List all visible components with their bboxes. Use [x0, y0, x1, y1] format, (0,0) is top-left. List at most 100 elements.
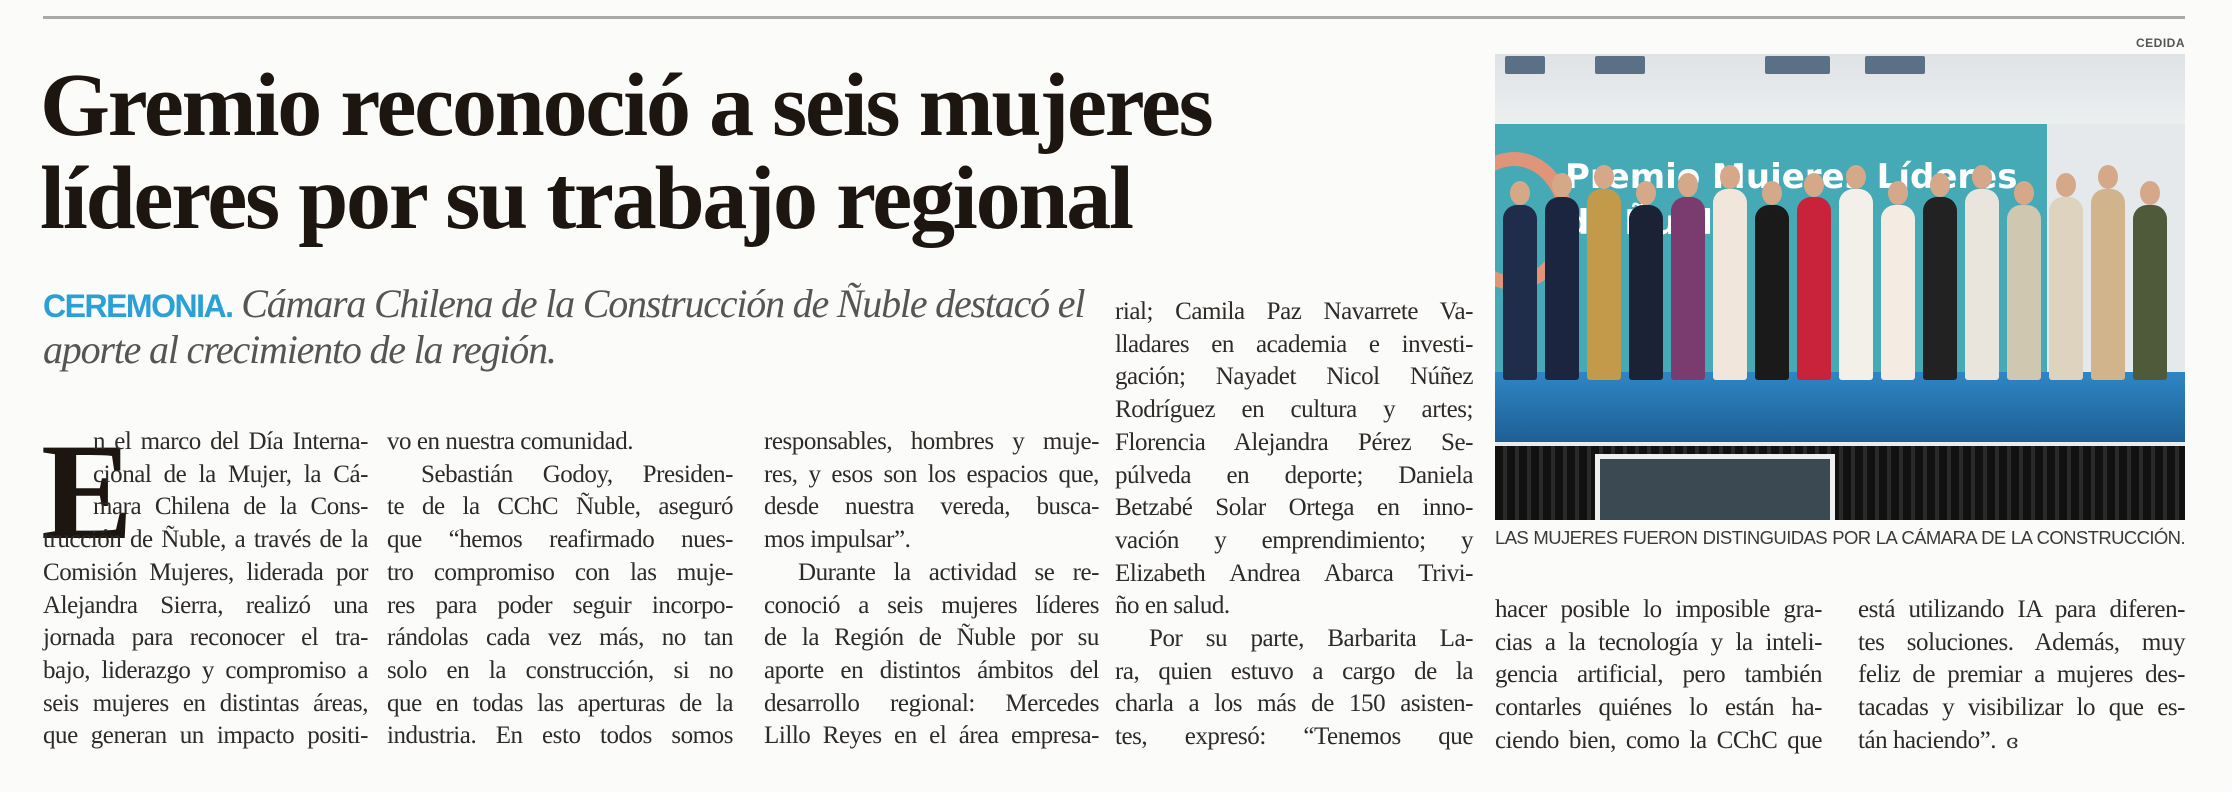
- body-line: Elizabeth Andrea Abarca Trivi-: [1115, 559, 1473, 587]
- body-column-4: rial; Camila Paz Navarrete Va-lladares e…: [1115, 296, 1473, 754]
- body-line: charla a los más de 150 asisten-: [1115, 690, 1473, 718]
- person-figure: [2049, 173, 2083, 380]
- stage-floor: [1495, 372, 2185, 442]
- body-line: hacer posible lo imposible gra-: [1495, 596, 1822, 623]
- person-figure: [1713, 165, 1747, 380]
- body-line: vación y emprendimiento; y: [1115, 526, 1473, 554]
- body-line: Comisión Mujeres, liderada por: [43, 558, 368, 586]
- body-column-1: n el marco del Día Interna-cional de la …: [43, 426, 368, 753]
- body-line: Por su parte, Barbarita La-: [1149, 625, 1473, 653]
- person-head: [2014, 181, 2034, 205]
- body-line: tacadas y visibilizar lo que es-: [1858, 694, 2185, 722]
- body-line: conoció a seis mujeres líderes: [764, 591, 1099, 619]
- body-line: vo en nuestra comunidad.: [387, 428, 634, 455]
- person-head: [2056, 173, 2076, 197]
- headline: Gremio reconoció a seis mujeres líderes …: [40, 56, 1214, 248]
- body-line: Sebastián Godoy, Presiden-: [421, 460, 733, 488]
- person-head: [1762, 181, 1782, 205]
- body-line: seis mujeres en distintas áreas,: [43, 689, 368, 717]
- body-line: gencia artificial, pero también: [1495, 661, 1822, 689]
- body-line: de la Región de Ñuble por su: [764, 624, 1099, 652]
- body-line: tes soluciones. Además, muy: [1858, 628, 2185, 656]
- body-line: trucción de Ñuble, a través de la: [43, 526, 368, 554]
- body-line: res para poder seguir incorpo-: [387, 591, 733, 619]
- body-line: lladares en academia e investi-: [1115, 330, 1473, 358]
- deck-text: Cámara Chilena de la Construcción de Ñub…: [43, 281, 1085, 372]
- person-figure: [1629, 181, 1663, 380]
- ceiling-light: [1595, 56, 1645, 74]
- body-line: está utilizando IA para diferen-: [1858, 596, 2185, 623]
- body-line: res, y esos son los espacios que,: [764, 460, 1099, 488]
- person-figure: [1797, 173, 1831, 380]
- drop-cap: E: [41, 415, 134, 568]
- body-line: mos impulsar”.: [764, 526, 911, 554]
- body-line: industria. En esto todos somos: [387, 722, 733, 750]
- person-head: [1846, 165, 1866, 189]
- photo-caption: LAS MUJERES FUERON DISTINGUIDAS POR LA C…: [1495, 527, 2186, 548]
- body-line: tro compromiso con las muje-: [387, 558, 733, 586]
- body-line: púlveda en deporte; Daniela: [1115, 461, 1473, 489]
- person-figure: [1923, 173, 1957, 380]
- body-line: Durante la actividad se re-: [798, 558, 1099, 586]
- person-head: [1510, 181, 1530, 205]
- body-line: aporte en distintos ámbitos del: [764, 656, 1099, 684]
- body-line: gación; Nayadet Nicol Núñez: [1115, 363, 1473, 391]
- body-line: tán haciendo”. ɞ: [1858, 726, 2018, 754]
- person-head: [1804, 173, 1824, 197]
- stage-screen: [1595, 454, 1835, 520]
- body-line: te de la CChC Ñuble, aseguró: [387, 493, 733, 521]
- person-head: [1888, 181, 1908, 205]
- body-line: rial; Camila Paz Navarrete Va-: [1115, 298, 1473, 325]
- body-column-3: responsables, hombres y muje-res, y esos…: [764, 426, 1099, 753]
- person-head: [2098, 165, 2118, 189]
- photo-ceiling: [1495, 54, 2185, 134]
- body-line: bajo, liderazgo y compromiso a: [43, 656, 368, 684]
- article-photo: Premio Mujeres Líderes de Ñuble: [1495, 54, 2185, 520]
- body-line: Rodríguez en cultura y artes;: [1115, 396, 1473, 424]
- body-line: feliz de premiar a mujeres des-: [1858, 661, 2185, 689]
- person-head: [1678, 173, 1698, 197]
- body-line: contarles quiénes lo están ha-: [1495, 694, 1822, 722]
- person-head: [1636, 181, 1656, 205]
- person-figure: [1965, 165, 1999, 380]
- person-head: [1552, 173, 1572, 197]
- person-figure: [1545, 173, 1579, 380]
- body-line: Betzabé Solar Ortega en inno-: [1115, 494, 1473, 522]
- person-figure: [2007, 181, 2041, 380]
- ceiling-light: [1505, 56, 1545, 74]
- body-line: desarrollo regional: Mercedes: [764, 689, 1099, 717]
- person-head: [1972, 165, 1992, 189]
- body-line: que “hemos reafirmado nues-: [387, 526, 733, 554]
- body-line: tes, expresó: “Tenemos que: [1115, 723, 1473, 751]
- person-figure: [1503, 181, 1537, 380]
- ceiling-light: [1765, 56, 1830, 74]
- person-head: [1720, 165, 1740, 189]
- body-line: Florencia Alejandra Pérez Se-: [1115, 428, 1473, 456]
- body-line: que generan un impacto positi-: [43, 722, 368, 750]
- body-line: jornada para reconocer el tra-: [43, 624, 368, 652]
- end-mark-icon: ɞ: [2006, 728, 2018, 753]
- body-line: ra, quien estuvo a cargo de la: [1115, 657, 1473, 685]
- body-line: Lillo Reyes en el área empresa-: [764, 722, 1099, 750]
- headline-line-2: líderes por su trabajo regional: [40, 149, 1134, 248]
- body-line: cional de la Mujer, la Cá-: [93, 460, 368, 488]
- person-figure: [1839, 165, 1873, 380]
- body-line: responsables, hombres y muje-: [764, 428, 1099, 455]
- person-head: [1930, 173, 1950, 197]
- ceiling-light: [1865, 56, 1925, 74]
- headline-line-1: Gremio reconoció a seis mujeres: [40, 56, 1214, 155]
- body-line: rándolas cada vez más, no tan: [387, 624, 733, 652]
- body-column-5: hacer posible lo imposible gra-cias a la…: [1495, 594, 1822, 758]
- body-line: cias a la tecnología y la inteli-: [1495, 628, 1822, 656]
- person-head: [2140, 181, 2160, 205]
- person-figure: [2091, 165, 2125, 380]
- deck-kicker: CEREMONIA.: [43, 288, 234, 324]
- body-line: desde nuestra vereda, busca-: [764, 493, 1099, 521]
- body-line: Alejandra Sierra, realizó una: [43, 591, 368, 619]
- body-column-6: está utilizando IA para diferen-tes solu…: [1858, 594, 2185, 758]
- person-head: [1594, 165, 1614, 189]
- body-line: ciendo bien, como la CChC que: [1495, 726, 1822, 754]
- photo-credit: CEDIDA: [2136, 36, 2186, 50]
- person-figure: [1587, 165, 1621, 380]
- person-figure: [1671, 173, 1705, 380]
